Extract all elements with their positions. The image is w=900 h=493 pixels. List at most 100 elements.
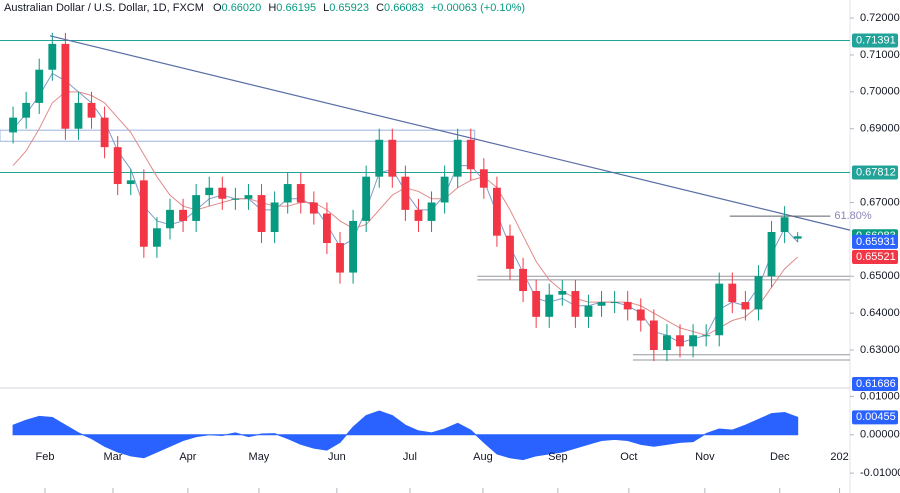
candle-body <box>793 236 802 239</box>
y-tick-label: 0.63000 <box>860 344 900 356</box>
candle-body <box>244 195 253 199</box>
candle-body <box>61 43 70 129</box>
x-tick-label: May <box>249 451 270 463</box>
y-tick-label: 0.67000 <box>860 196 900 208</box>
price-label-box <box>852 33 898 48</box>
candle-body <box>558 291 567 295</box>
candle-body <box>100 117 109 148</box>
y-tick-label: 0.69000 <box>860 123 900 135</box>
candle-body <box>453 139 462 177</box>
x-tick-label: Aug <box>473 451 493 463</box>
candle-body <box>48 43 57 70</box>
y-tick-label: 0.65000 <box>860 270 900 282</box>
ohlc-key: C <box>376 2 384 14</box>
x-tick-label: Apr <box>179 451 196 463</box>
y2-tick-label: -0.01000 <box>860 467 900 479</box>
candle-body <box>506 235 514 269</box>
y2-tick-label: 0.00000 <box>860 429 900 441</box>
candle-body <box>584 305 593 317</box>
ohlc-value: 0.66020 <box>222 2 262 14</box>
price-label: 0.71391 <box>856 34 896 46</box>
candle-body <box>375 139 384 177</box>
candle-body <box>126 180 135 185</box>
candle-body <box>270 202 279 232</box>
candle-body <box>388 139 397 177</box>
candle-body <box>728 283 737 303</box>
x-tick-label: Sep <box>548 451 568 463</box>
candle-body <box>767 231 776 277</box>
zone <box>0 129 476 142</box>
candle-body <box>166 209 174 229</box>
y-tick-label: 0.64000 <box>860 307 900 319</box>
x-tick-label: Nov <box>695 451 715 463</box>
x-tick-label: Oct <box>620 451 637 463</box>
y-tick-label: 0.70000 <box>860 86 900 98</box>
ohlc-value: 0.65923 <box>329 2 369 14</box>
candle-body <box>754 276 763 310</box>
x-tick-label: 202 <box>830 451 848 463</box>
candle-body <box>153 228 161 247</box>
candle-body <box>427 202 436 221</box>
y-tick-label: 0.71000 <box>860 49 900 61</box>
candle-body <box>479 169 488 188</box>
candle-body <box>74 102 83 129</box>
candle-body <box>676 335 684 347</box>
change: +0.00063 (+0.10%) <box>431 2 525 14</box>
ohlc-key: L <box>323 2 329 14</box>
fib-label: 61.80% <box>834 210 872 222</box>
candle-body <box>323 213 331 244</box>
candle-body <box>663 335 671 351</box>
symbol-title: Australian Dollar / U.S. Dollar, 1D, FXC… <box>4 2 204 14</box>
ohlc-key: H <box>268 2 276 14</box>
candle-body <box>205 187 214 196</box>
y-tick-label: 0.72000 <box>860 12 900 24</box>
candle-body <box>440 176 449 203</box>
candle-body <box>545 294 554 317</box>
price-label-box <box>852 250 898 265</box>
candle-body <box>466 139 475 170</box>
candle-body <box>623 302 632 310</box>
candle-body <box>283 184 292 203</box>
x-tick-label: Jun <box>328 451 346 463</box>
candle-body <box>309 202 318 214</box>
candle-body <box>532 291 541 317</box>
candle-body <box>257 195 266 232</box>
ohlc-key: O <box>213 2 222 14</box>
oscillator-area <box>12 410 799 461</box>
price-label-box <box>852 410 898 425</box>
candle-body <box>362 176 371 221</box>
candle-body <box>689 335 697 347</box>
price-label-box <box>852 377 898 391</box>
price-label-box <box>852 234 898 249</box>
x-tick-label: Mar <box>104 451 123 463</box>
plot-area: 61.80% <box>0 17 872 493</box>
candle-body <box>349 220 357 273</box>
candle-body <box>597 302 606 306</box>
price-label: 0.67812 <box>856 166 896 178</box>
candle-body <box>35 69 44 103</box>
candle-body <box>179 209 187 221</box>
candle-body <box>9 117 17 133</box>
y2-tick-label: 0.01000 <box>860 390 900 402</box>
price-label: 0.65521 <box>856 251 896 263</box>
candle-body <box>636 309 645 321</box>
price-label: 0.00455 <box>856 411 896 423</box>
candle-body <box>780 217 789 232</box>
price-label: 0.61686 <box>856 378 896 390</box>
candle-body <box>649 320 658 351</box>
ohlc-value: 0.66195 <box>276 2 316 14</box>
candle-body <box>414 209 423 221</box>
candle-body <box>715 283 724 336</box>
x-tick-label: Feb <box>36 451 55 463</box>
header: Australian Dollar / U.S. Dollar, 1D, FXC… <box>4 2 525 14</box>
candle-body <box>571 291 580 317</box>
candle-body <box>610 302 619 304</box>
x-tick-label: Jul <box>403 451 417 463</box>
candle-body <box>218 187 227 199</box>
candle-body <box>87 102 96 118</box>
candle-body <box>493 187 501 236</box>
candle-body <box>231 198 240 200</box>
